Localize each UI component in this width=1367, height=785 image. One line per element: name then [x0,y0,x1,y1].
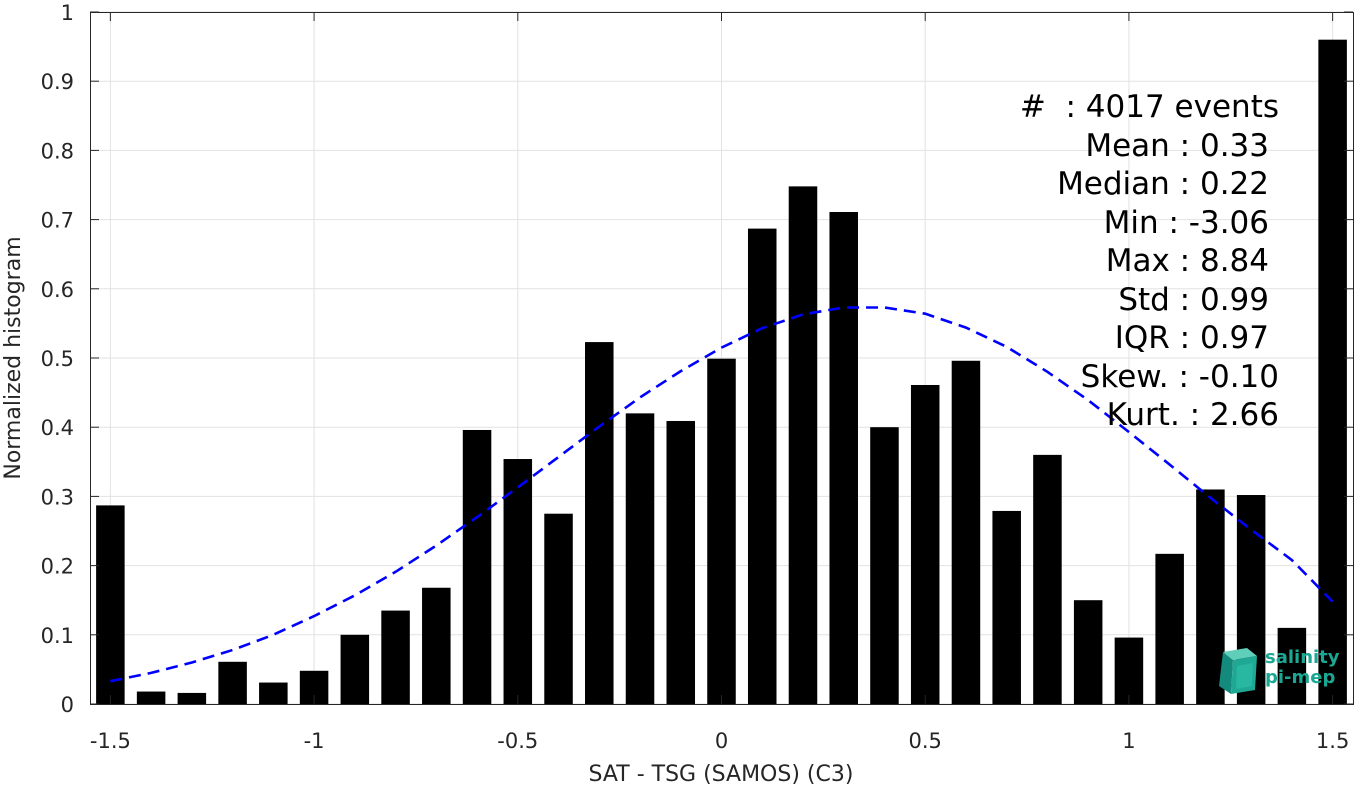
stats-box: # : 4017 events Mean : 0.33 Median : 0.2… [1020,88,1279,435]
histogram-bar [177,692,207,704]
stat-events: # : 4017 events [1019,89,1279,125]
histogram-bar [585,342,614,704]
histogram-bar [625,413,655,704]
bars [96,39,1347,705]
salinity-pimep-logo: salinity pi-mep [1217,648,1347,696]
stat-kurt: Kurt. : 2.66 [1106,397,1279,433]
stat-iqr: IQR : 0.97 [1114,320,1269,356]
histogram-bar [340,634,370,704]
histogram-bar [1196,489,1225,704]
x-tick-label: 0.5 [909,729,942,753]
fit-curve [110,306,1334,683]
histogram-bar [951,360,981,704]
histogram-bar [829,211,858,704]
x-tick-label: 1 [1122,729,1135,753]
y-axis-label: Normalized histogram [1,236,26,479]
y-tick-label: 0.5 [41,347,74,371]
histogram-bar [503,459,533,704]
y-tick-label: 0.2 [41,555,74,579]
histogram-bar [1155,553,1184,704]
histogram-bar [870,427,899,704]
stat-skew: Skew. : -0.10 [1080,358,1279,395]
histogram-bar [259,682,288,704]
x-tick-label: 0 [715,729,728,753]
logo-line-1: salinity [1265,647,1340,668]
y-tick-label: 0 [61,693,74,717]
histogram-bar [1277,627,1307,704]
y-tick-label: 0.6 [41,278,74,302]
histogram-bar [381,610,410,704]
y-tick-label: 0.9 [41,70,74,94]
histogram-bar [96,505,125,704]
x-tick-labels: -1.5 -1 -0.5 0 0.5 1 1.5 [90,729,1349,753]
histogram-bar [544,513,573,704]
x-tick-label: -1.5 [90,729,131,753]
histogram-bar [1033,454,1062,704]
histogram-bar [666,420,696,704]
histogram-bar [788,186,818,704]
histogram-bar [462,429,492,704]
axis-ticks [90,11,1353,705]
stat-min: Min : -3.06 [1103,204,1269,241]
logo-line-2: pi-mep [1265,667,1336,688]
y-tick-label: 0.8 [41,139,74,163]
logo-cube-icon [1219,648,1257,694]
y-tick-labels: 0 0.1 0.2 0.3 0.4 0.5 0.6 0.7 0.8 0.9 1 [41,1,74,717]
histogram-bar [992,510,1021,704]
y-tick-label: 1 [61,1,74,25]
x-tick-label: -0.5 [497,729,538,753]
histogram-bar [1073,600,1103,704]
x-axis-label: SAT - TSG (SAMOS) (C3) [589,762,854,785]
y-tick-label: 0.3 [41,485,74,509]
histogram-bar [136,691,166,704]
histogram-bar [1114,637,1144,704]
y-tick-label: 0.4 [41,416,74,440]
histogram-bar [1318,39,1347,705]
stat-median: Median : 0.22 [1057,166,1269,202]
x-tick-label: 1.5 [1316,729,1349,753]
histogram-bar [747,228,777,704]
stat-max: Max : 8.84 [1105,243,1269,279]
x-tick-label: -1 [304,729,325,753]
stat-mean: Mean : 0.33 [1085,127,1269,164]
stat-std: Std : 0.99 [1118,281,1269,318]
histogram-bar [422,587,451,704]
y-tick-label: 0.1 [41,624,74,648]
histogram-bar [707,358,736,704]
histogram-bar [910,384,940,704]
y-tick-label: 0.7 [41,209,74,233]
histogram-bar [218,661,247,704]
